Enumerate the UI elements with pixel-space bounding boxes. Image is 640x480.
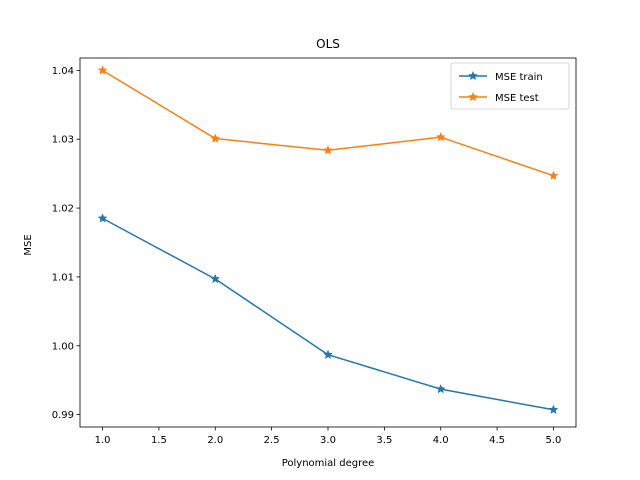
legend-label: MSE train (495, 72, 543, 83)
y-tick-label: 1.03 (52, 135, 74, 146)
plot-area: 1.0 1.5 2.0 2.5 3.0 3.5 4.0 4.5 5.0 0.99 1.00 1.01 1… (52, 57, 577, 446)
series-1-point (97, 213, 108, 223)
series-1-point (435, 383, 446, 394)
x-tick-label: 2.5 (264, 435, 280, 446)
x-tick-label: 5.0 (546, 435, 562, 446)
legend-label: MSE test (495, 93, 539, 104)
legend: MSE train MSE test (450, 62, 570, 110)
y-tick-label: 1.04 (52, 66, 74, 77)
series-2-point (548, 170, 559, 180)
y-tick-label: 1.02 (52, 204, 74, 215)
x-tick-label: 2.0 (207, 435, 223, 446)
x-tick-label: 3.5 (376, 435, 392, 446)
axes-frame (79, 57, 577, 428)
x-tick-label: 4.0 (433, 435, 449, 446)
legend-swatch-marker (468, 91, 478, 102)
x-tick-label: 1.5 (151, 435, 167, 446)
series-2-point (210, 133, 221, 143)
y-tick-label: 0.99 (52, 410, 74, 421)
series-2-point (97, 65, 108, 75)
y-tick-label: 1.01 (52, 272, 74, 283)
series-2-point (323, 145, 333, 155)
series-1-point (210, 273, 221, 284)
y-axis-label: MSE (23, 234, 34, 255)
x-tick-label: 4.5 (489, 435, 505, 446)
x-tick-label: 1.0 (95, 435, 111, 446)
x-axis-label: Polynomial degree (282, 458, 375, 469)
series-1-point (548, 404, 559, 414)
x-tick-label: 3.0 (320, 435, 336, 446)
y-tick-label: 1.00 (52, 341, 74, 352)
chart-title: OLS (316, 37, 340, 51)
series-2-point (435, 132, 446, 142)
legend-swatch-marker (468, 70, 478, 81)
series-1-point (323, 349, 333, 359)
